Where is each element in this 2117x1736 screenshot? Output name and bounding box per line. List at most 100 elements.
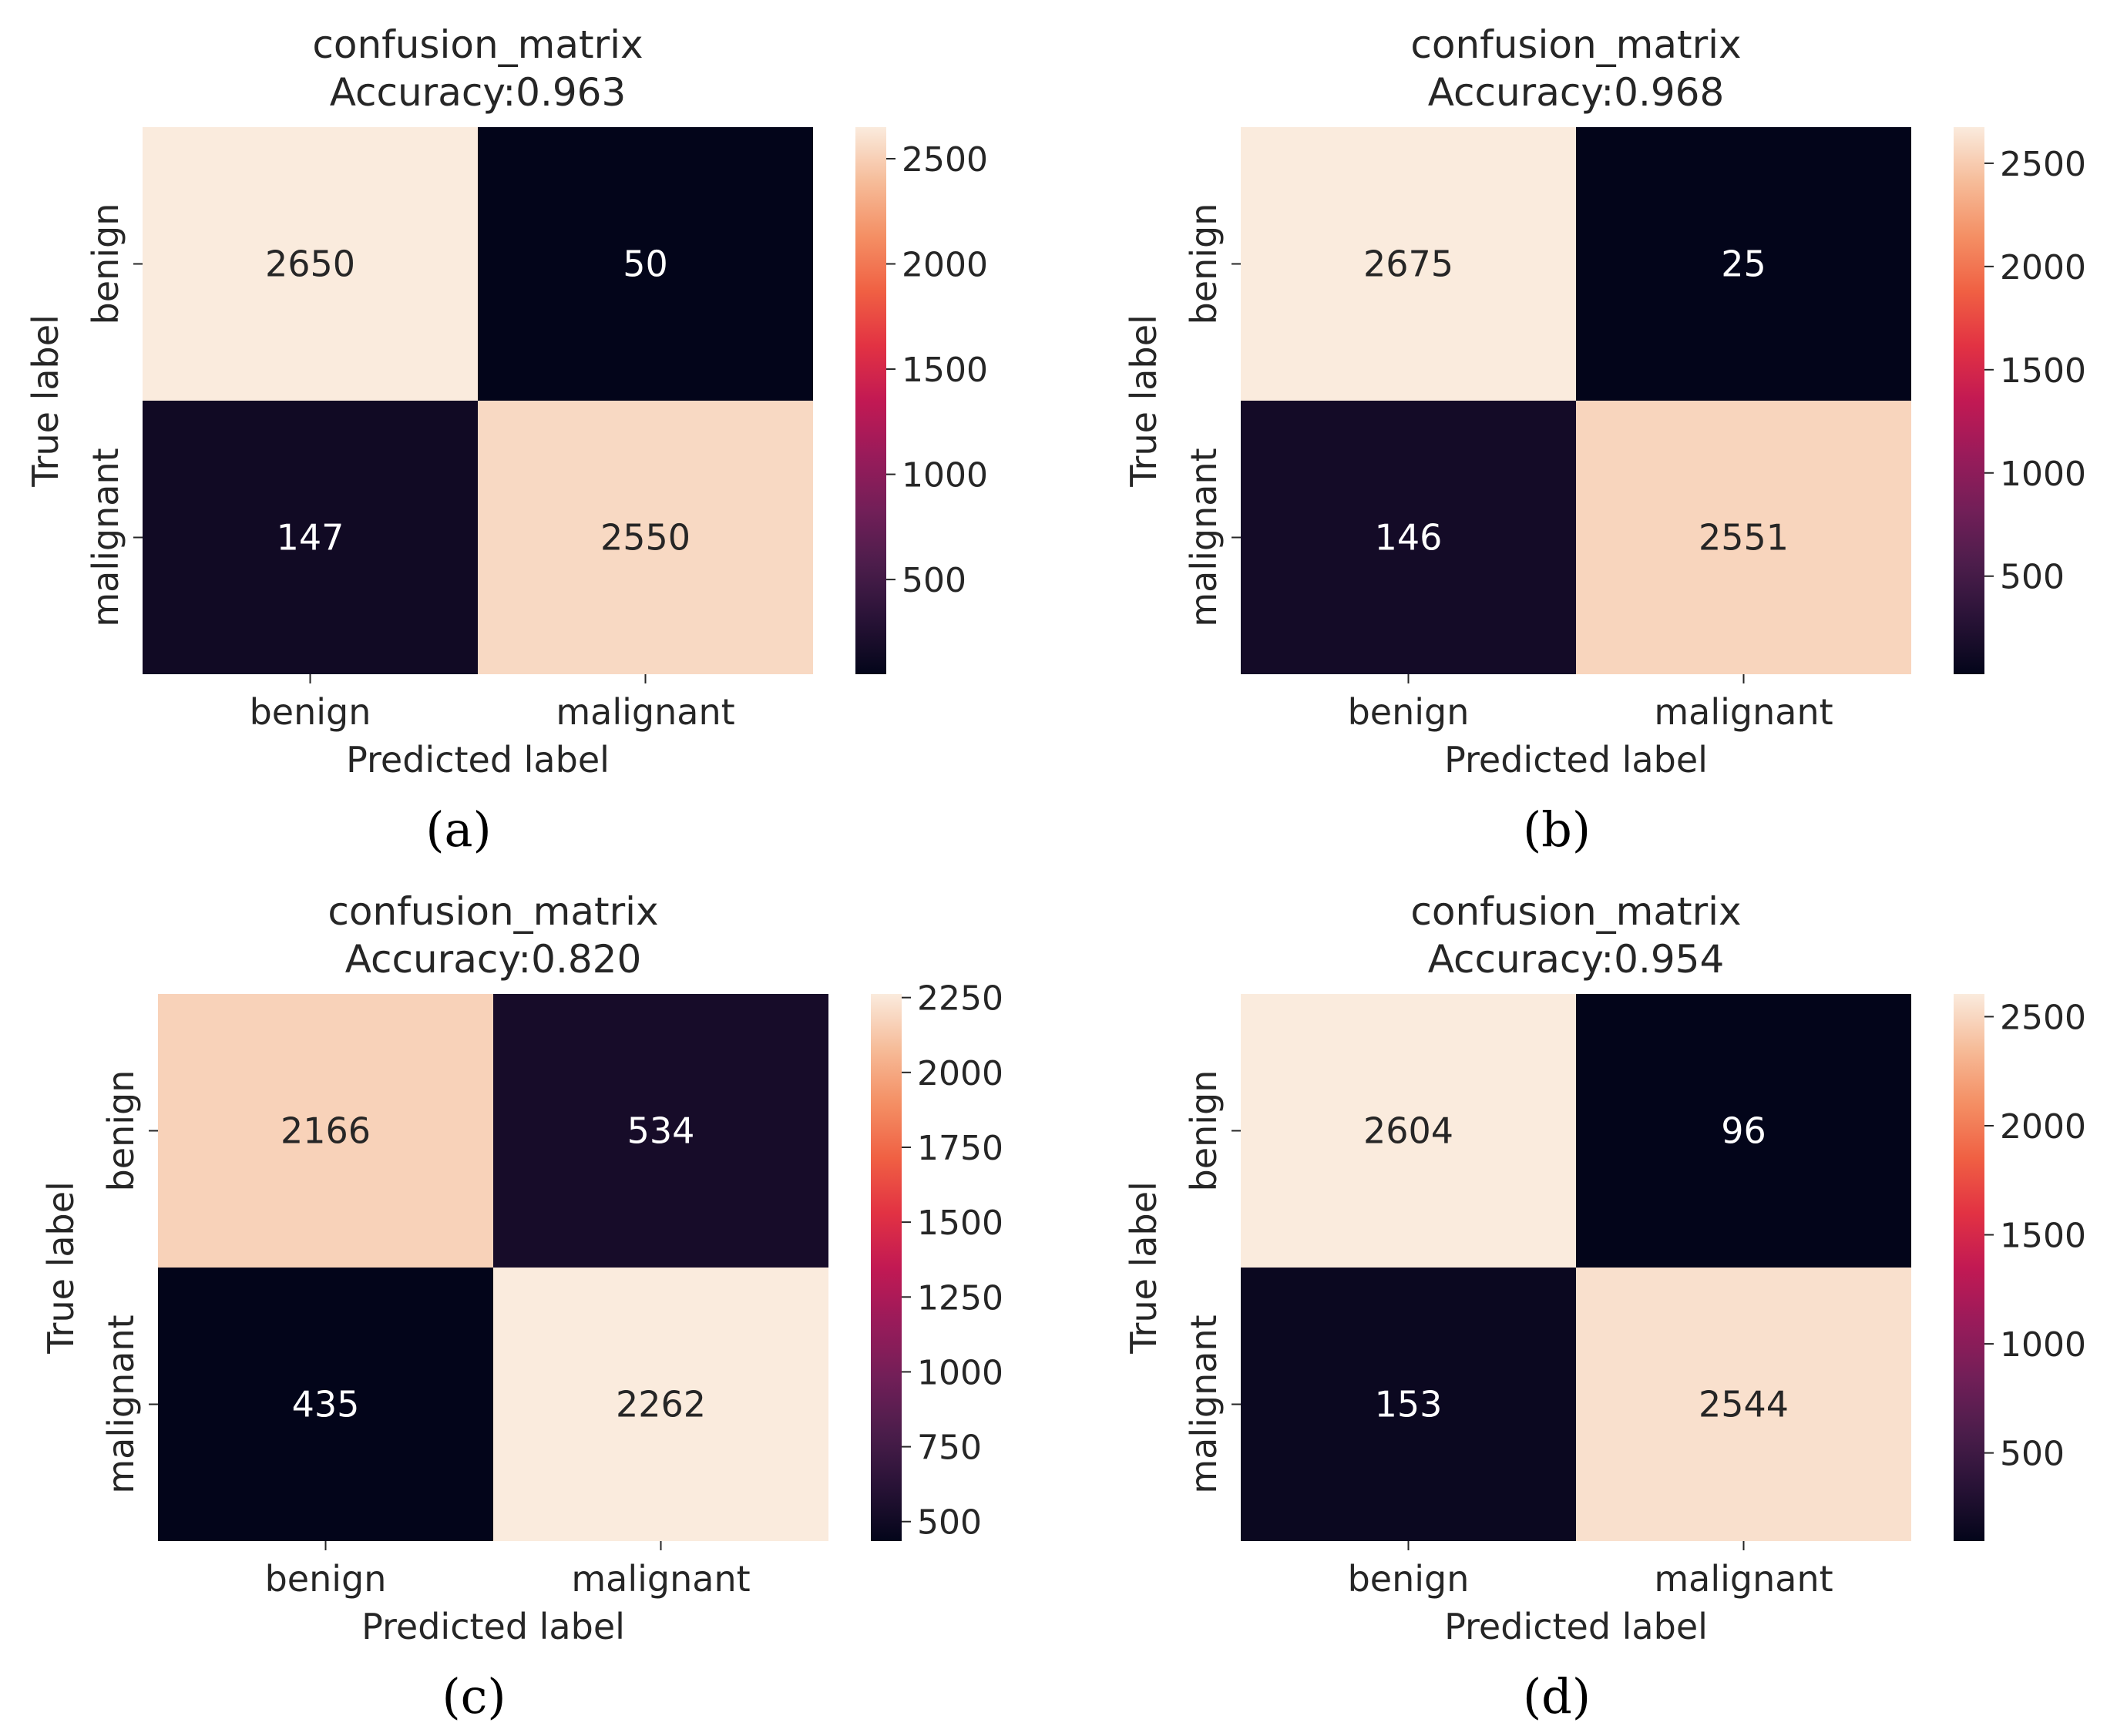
y-tick-label-malignant: malignant bbox=[1183, 448, 1225, 626]
chart-title: confusion_matrix bbox=[312, 22, 643, 67]
cell-value-r1-c1: 2544 bbox=[1699, 1384, 1789, 1425]
cell-value-r1-c0: 435 bbox=[292, 1384, 360, 1425]
cell-value-r0-c0: 2166 bbox=[281, 1110, 371, 1152]
cell-value-r0-c0: 2675 bbox=[1363, 243, 1453, 285]
colorbar-tick-label-2000: 2000 bbox=[2000, 248, 2086, 287]
cell-value-r1-c1: 2262 bbox=[616, 1384, 706, 1425]
colorbar-tick-label-2500: 2500 bbox=[2000, 998, 2086, 1037]
chart-title: confusion_matrix bbox=[1410, 889, 1741, 934]
x-tick-label-malignant: malignant bbox=[571, 1558, 750, 1600]
x-tick-label-malignant: malignant bbox=[1654, 691, 1833, 733]
colorbar-tick-label-500: 500 bbox=[2000, 558, 2065, 597]
heatmap-cell-r0-c0 bbox=[158, 994, 493, 1268]
colorbar-tick-label-2000: 2000 bbox=[917, 1054, 1003, 1093]
x-axis-label: Predicted label bbox=[346, 739, 610, 781]
y-tick-label-malignant: malignant bbox=[100, 1315, 142, 1493]
x-tick-label-benign: benign bbox=[265, 1558, 387, 1600]
colorbar-tick-label-1000: 1000 bbox=[902, 456, 988, 495]
heatmap-cell-r1-c0 bbox=[158, 1268, 493, 1541]
heatmap-cell-r0-c0 bbox=[1241, 127, 1576, 401]
colorbar-tick-label-1250: 1250 bbox=[917, 1278, 1003, 1318]
colorbar-tick-label-500: 500 bbox=[2000, 1435, 2065, 1474]
y-axis-label: True label bbox=[40, 1181, 82, 1355]
panel-caption: (b) bbox=[1523, 801, 1591, 858]
x-tick-label-benign: benign bbox=[250, 691, 371, 733]
colorbar bbox=[1954, 127, 1984, 674]
cell-value-r1-c0: 146 bbox=[1375, 517, 1443, 559]
colorbar-tick-label-2250: 2250 bbox=[917, 979, 1003, 1019]
chart-accuracy-subtitle: Accuracy:0.820 bbox=[345, 937, 642, 982]
heatmap-cell-r1-c0 bbox=[1241, 1268, 1576, 1541]
heatmap-cell-r1-c1 bbox=[478, 401, 813, 674]
colorbar-tick-label-2000: 2000 bbox=[902, 246, 988, 285]
chart-title: confusion_matrix bbox=[1410, 22, 1741, 67]
panel-caption: (a) bbox=[425, 801, 491, 858]
chart-accuracy-subtitle: Accuracy:0.954 bbox=[1428, 937, 1725, 982]
cell-value-r0-c1: 25 bbox=[1721, 243, 1766, 285]
cell-value-r1-c0: 147 bbox=[277, 517, 344, 559]
colorbar bbox=[855, 127, 886, 674]
heatmap-cell-r1-c1 bbox=[1576, 1268, 1911, 1541]
panel-caption: (c) bbox=[442, 1668, 506, 1724]
heatmap-cell-r0-c1 bbox=[1576, 994, 1911, 1268]
x-tick-label-malignant: malignant bbox=[556, 691, 734, 733]
cell-value-r0-c1: 534 bbox=[627, 1110, 695, 1152]
colorbar-tick-label-1500: 1500 bbox=[917, 1204, 1003, 1243]
y-axis-label: True label bbox=[1123, 314, 1164, 488]
cell-value-r1-c0: 153 bbox=[1375, 1384, 1443, 1425]
panel-caption: (d) bbox=[1523, 1668, 1591, 1724]
chart-title: confusion_matrix bbox=[328, 889, 658, 934]
colorbar-tick-label-1000: 1000 bbox=[917, 1353, 1003, 1392]
chart-accuracy-subtitle: Accuracy:0.963 bbox=[330, 70, 627, 115]
colorbar-tick-label-500: 500 bbox=[917, 1503, 982, 1543]
colorbar-tick-label-750: 750 bbox=[917, 1429, 982, 1468]
colorbar-tick-label-2500: 2500 bbox=[2000, 145, 2086, 184]
heatmap-cell-r0-c1 bbox=[478, 127, 813, 401]
x-tick-label-malignant: malignant bbox=[1654, 1558, 1833, 1600]
x-tick-label-benign: benign bbox=[1348, 691, 1470, 733]
colorbar-tick-label-1500: 1500 bbox=[2000, 351, 2086, 391]
cell-value-r1-c1: 2551 bbox=[1699, 517, 1789, 559]
y-tick-label-malignant: malignant bbox=[1183, 1315, 1225, 1493]
colorbar-tick-label-2500: 2500 bbox=[902, 140, 988, 180]
y-tick-label-benign: benign bbox=[1183, 1070, 1225, 1192]
y-axis-label: True label bbox=[1123, 1181, 1164, 1355]
y-axis-label: True label bbox=[25, 314, 66, 488]
x-tick-label-benign: benign bbox=[1348, 1558, 1470, 1600]
cell-value-r0-c0: 2650 bbox=[265, 243, 355, 285]
y-tick-label-malignant: malignant bbox=[85, 448, 126, 626]
colorbar-tick-label-1000: 1000 bbox=[2000, 455, 2086, 494]
chart-accuracy-subtitle: Accuracy:0.968 bbox=[1428, 70, 1725, 115]
colorbar-tick-label-1750: 1750 bbox=[917, 1129, 1003, 1168]
colorbar-tick-label-1500: 1500 bbox=[2000, 1217, 2086, 1256]
x-axis-label: Predicted label bbox=[1444, 1606, 1708, 1647]
heatmap-cell-r0-c0 bbox=[1241, 994, 1576, 1268]
heatmap-cell-r1-c1 bbox=[493, 1268, 828, 1541]
y-tick-label-benign: benign bbox=[100, 1070, 142, 1192]
cell-value-r1-c1: 2550 bbox=[600, 517, 691, 559]
cell-value-r0-c1: 50 bbox=[623, 243, 668, 285]
y-tick-label-benign: benign bbox=[85, 203, 126, 325]
heatmap-cell-r0-c1 bbox=[493, 994, 828, 1268]
x-axis-label: Predicted label bbox=[1444, 739, 1708, 781]
heatmap-cell-r1-c0 bbox=[143, 401, 478, 674]
heatmap-cell-r0-c1 bbox=[1576, 127, 1911, 401]
heatmap-cell-r1-c1 bbox=[1576, 401, 1911, 674]
cell-value-r0-c1: 96 bbox=[1721, 1110, 1766, 1152]
cell-value-r0-c0: 2604 bbox=[1363, 1110, 1453, 1152]
colorbar-tick-label-1500: 1500 bbox=[902, 351, 988, 390]
colorbar bbox=[871, 994, 902, 1541]
colorbar-tick-label-2000: 2000 bbox=[2000, 1107, 2086, 1147]
heatmap-cell-r1-c0 bbox=[1241, 401, 1576, 674]
x-axis-label: Predicted label bbox=[361, 1606, 625, 1647]
heatmap-cell-r0-c0 bbox=[143, 127, 478, 401]
colorbar-tick-label-500: 500 bbox=[902, 561, 966, 600]
y-tick-label-benign: benign bbox=[1183, 203, 1225, 325]
colorbar-tick-label-1000: 1000 bbox=[2000, 1325, 2086, 1365]
colorbar bbox=[1954, 994, 1984, 1541]
